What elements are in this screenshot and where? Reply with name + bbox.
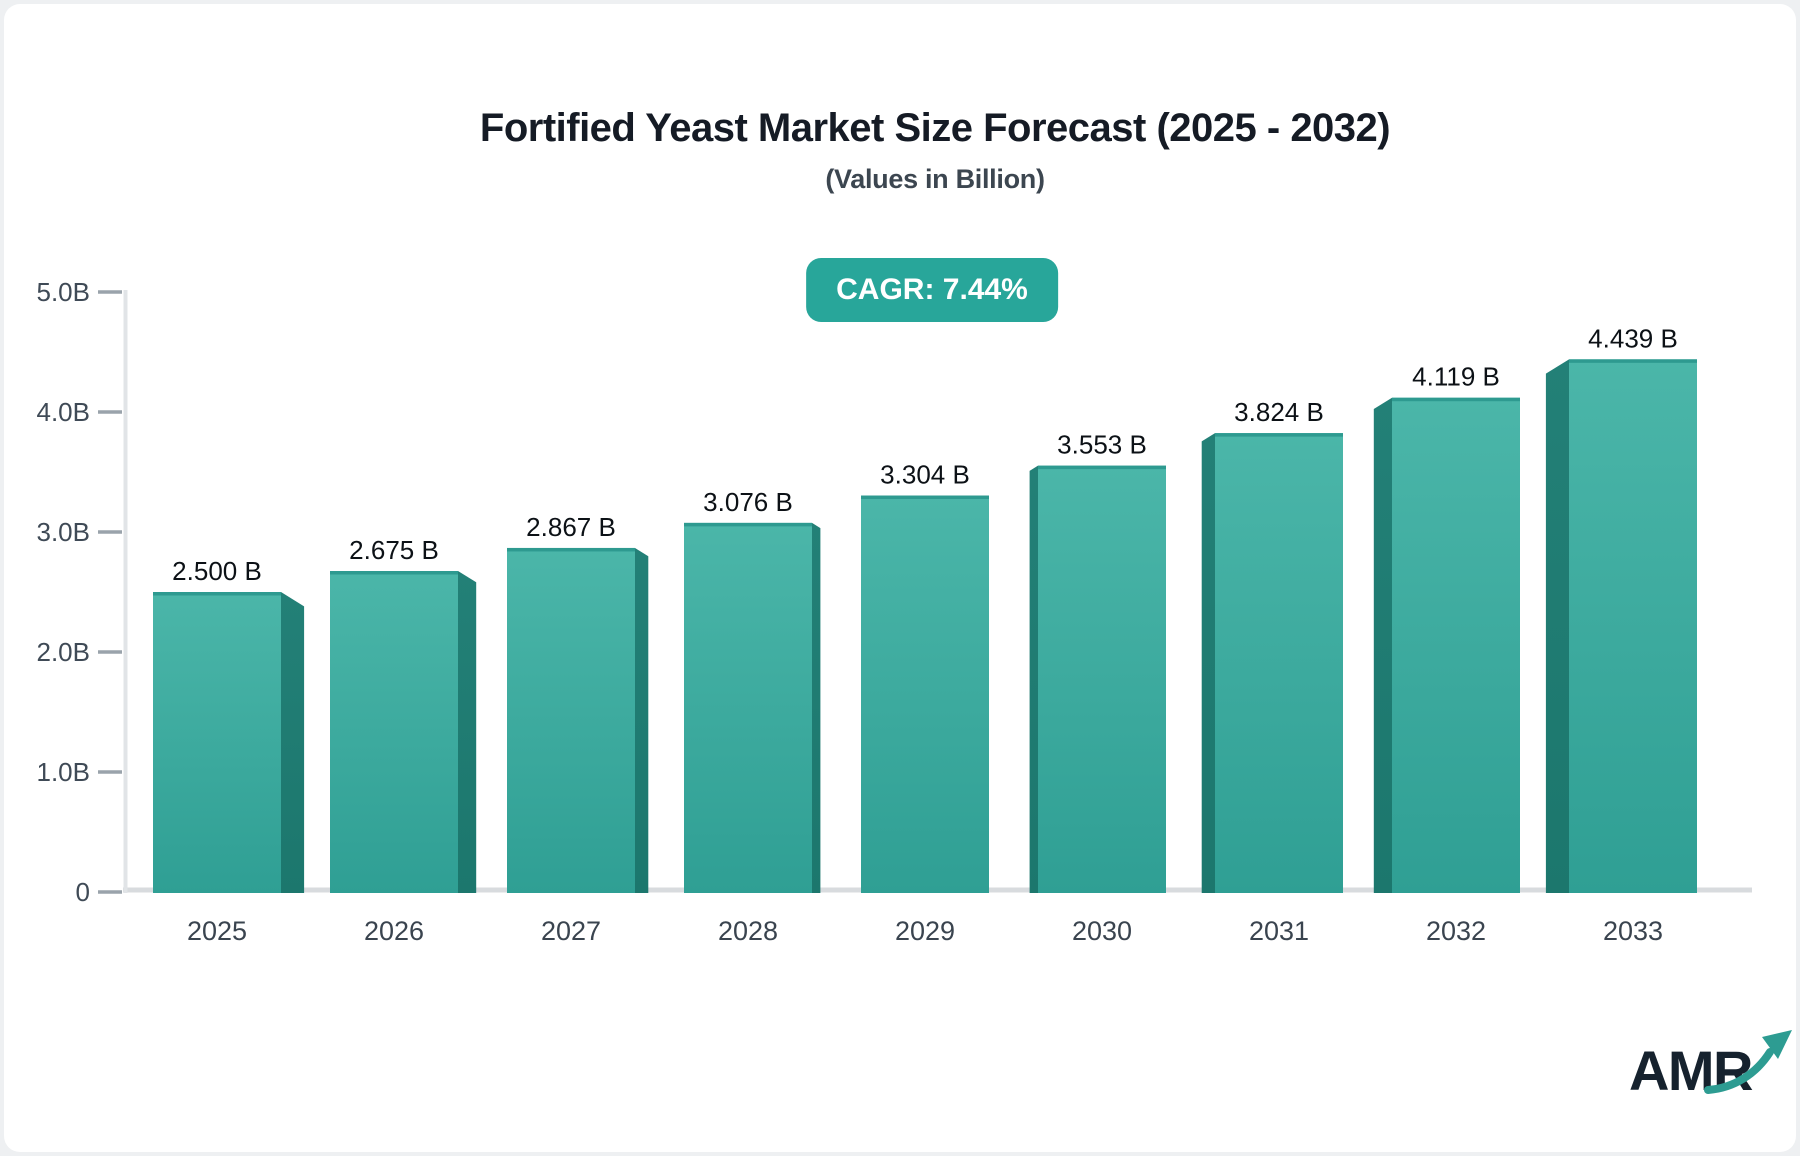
x-tick-label: 2025 [187,916,247,946]
bar-group-2027: 2.867 B 2027 [507,512,649,946]
x-tick-label: 2026 [364,916,424,946]
bar-value-label: 2.867 B [526,512,616,542]
bar-side [1373,397,1392,893]
bar-top-edge [861,495,989,500]
chart-title: Fortified Yeast Market Size Forecast (20… [479,106,1391,150]
bar-face [1392,397,1520,893]
y-tick-label: 0 [76,877,90,907]
bar-value-label: 3.824 B [1234,397,1324,427]
y-tick-label: 5.0B [37,277,91,307]
bar-face [153,592,281,893]
y-tick-label: 3.0B [37,517,91,547]
amr-logo: AMR [1628,1030,1792,1106]
growth-arrow-icon [1704,1030,1792,1094]
bar-top-edge [1038,465,1166,470]
bar-group-2030: 3.553 B 2030 [1029,430,1166,946]
bar-side [281,592,305,893]
bar-top-edge [684,522,812,527]
bar-face [684,522,812,893]
chart-subtitle: (Values in Billion) [825,164,1045,194]
bar-face [861,495,989,893]
bar-face [507,547,635,893]
y-tick-label: 1.0B [37,757,91,787]
bar-value-label: 2.675 B [349,535,439,565]
bar-group-2028: 3.076 B 2028 [684,487,821,946]
cagr-badge: CAGR: 7.44% [806,258,1058,322]
bar-value-label: 3.076 B [703,487,793,517]
bar-top-edge [1569,359,1697,363]
x-tick-label: 2030 [1072,916,1132,946]
bar-value-label: 4.119 B [1412,362,1500,392]
bar-side [1029,465,1038,893]
bar-face [330,571,458,893]
x-tick-label: 2032 [1426,916,1486,946]
bar-side [635,547,649,893]
x-tick-label: 2029 [895,916,955,946]
x-tick-label: 2033 [1603,916,1663,946]
bar-group-2025: 2.500 B 2025 [153,556,305,946]
bar-top-edge [1215,433,1343,437]
bar-value-label: 2.500 B [172,556,262,586]
bar-value-label: 3.304 B [880,460,970,490]
bar-group-2029: 3.304 B 2029 [861,460,989,946]
bar-face [1038,465,1166,893]
bar-chart: 5.0B 4.0B 3.0B 2.0B 1.0B 0 2.500 B 2025 2.675 B… [37,277,1752,946]
x-tick-label: 2028 [718,916,778,946]
amr-logo-text: AMR [1628,1039,1754,1102]
x-tick-label: 2031 [1249,916,1309,946]
chart-bars: 2.500 B 2025 2.675 B 2026 2.867 B 2027 3.076 B… [153,323,1697,946]
bar-group-2031: 3.824 B 2031 [1201,397,1343,946]
bar-side [1545,359,1569,893]
bar-side [1201,433,1215,893]
bar-face [1569,359,1697,893]
bar-top-edge [330,571,458,575]
y-tick-label: 4.0B [37,397,91,427]
bar-side [458,571,477,893]
bar-group-2032: 4.119 B 2032 [1373,362,1520,946]
bar-face [1215,433,1343,893]
bar-top-edge [507,547,635,552]
y-tick-label: 2.0B [37,637,91,667]
bar-top-edge [153,592,281,596]
bar-side [812,522,821,893]
x-tick-label: 2027 [541,916,601,946]
bar-group-2026: 2.675 B 2026 [330,535,477,946]
bar-top-edge [1392,397,1520,402]
bar-value-label: 4.439 B [1588,323,1678,353]
bar-value-label: 3.553 B [1057,430,1147,460]
chart-card: Fortified Yeast Market Size Forecast (20… [4,4,1796,1152]
bar-group-2033: 4.439 B 2033 [1545,323,1697,946]
